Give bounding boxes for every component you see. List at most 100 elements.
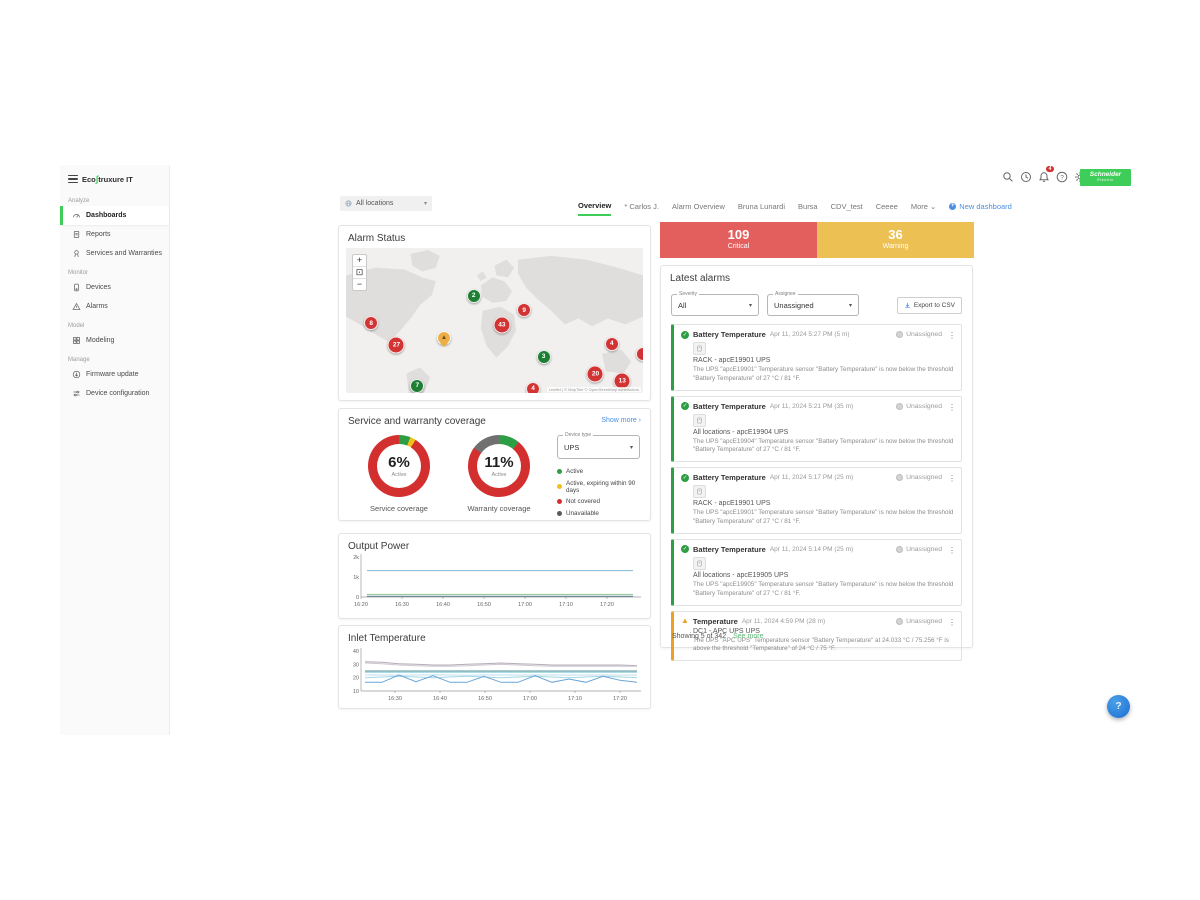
alarm-item-menu-icon[interactable]: ⋮ <box>948 402 956 412</box>
assignee-avatar-icon <box>896 331 904 338</box>
legend-label: Active <box>566 468 584 475</box>
map-cluster-marker[interactable]: 27 <box>387 336 405 354</box>
alarm-cleared-check-icon: ✓ <box>681 473 689 482</box>
map-recenter-button[interactable]: ⊡ <box>353 267 366 279</box>
severity-filter-label: Severity <box>677 291 700 297</box>
map-cluster-marker[interactable]: 8 <box>364 316 379 331</box>
sidebar-item-alarms[interactable]: Alarms <box>60 297 169 316</box>
map-cluster-marker[interactable]: 4 <box>604 336 619 351</box>
tab-bursa[interactable]: Bursa <box>798 202 818 211</box>
legend-label: Active, expiring within 90 days <box>566 479 636 494</box>
map-cluster-marker[interactable]: 20 <box>586 365 604 383</box>
map-attribution: Leaflet | © MapTiler © OpenStreetMap con… <box>546 387 641 392</box>
critical-alarms-banner[interactable]: 109 Critical <box>660 222 817 258</box>
sidebar-item-reports[interactable]: Reports <box>60 225 169 244</box>
alarm-assignee[interactable]: Unassigned <box>896 402 942 410</box>
alarm-list-item[interactable]: ▲ Temperature Apr 11, 2024 4:59 PM (28 m) U… <box>671 610 962 662</box>
svg-text:17:00: 17:00 <box>523 696 537 702</box>
sidebar-item-services-and-warranties[interactable]: Services and Warranties <box>60 244 169 263</box>
help-icon[interactable]: ? <box>1056 170 1068 183</box>
device-icon <box>74 283 79 292</box>
alarm-location: RACK - apcE19901 UPS <box>693 357 771 364</box>
tab-overview[interactable]: Overview <box>578 201 612 216</box>
donut-center-text: 11% Active <box>468 435 530 497</box>
donut-sublabel: Active <box>491 472 507 478</box>
warning-label: Warning <box>882 243 909 250</box>
warning-count: 36 <box>888 227 903 242</box>
alarm-item-menu-icon[interactable]: ⋮ <box>948 617 956 627</box>
map-cluster-marker[interactable]: 2 <box>466 288 481 303</box>
alarm-map[interactable]: + ⊡ − 2 9 43 8 27 ▲ 3 4 20 13 7 4 Leaflet | © MapTi… <box>346 248 643 393</box>
alarm-cleared-check-icon: ✓ <box>681 545 689 554</box>
assignee-filter-label: Assignee <box>773 291 798 297</box>
alarm-description: The UPS "apcE19904" Temperature sensor "… <box>693 437 954 454</box>
map-cluster-marker[interactable]: 9 <box>517 303 532 318</box>
tab-cdv-test[interactable]: CDV_test <box>830 202 863 211</box>
map-cluster-marker[interactable]: 43 <box>493 316 511 334</box>
sidebar-item-devices[interactable]: Devices <box>60 278 169 297</box>
sidebar-item-firmware-update[interactable]: Firmware update <box>60 365 169 384</box>
alarm-item-menu-icon[interactable]: ⋮ <box>948 545 956 555</box>
see-more-link[interactable]: See more <box>733 633 764 640</box>
map-cluster-marker[interactable] <box>636 346 643 361</box>
notifications-bell-icon[interactable]: 4 <box>1038 166 1054 182</box>
tab-more-[interactable]: More ⌄ <box>910 202 937 211</box>
alarm-item-menu-icon[interactable]: ⋮ <box>948 331 956 340</box>
inlet-temperature-title: Inlet Temperature <box>348 633 426 644</box>
inlet-temperature-widget: Inlet Temperature 10 20 30 40 16:30 16:40 16:5… <box>338 625 651 709</box>
location-selector[interactable]: All locations ▾ <box>340 196 432 211</box>
alarm-assignee[interactable]: Unassigned <box>896 474 942 482</box>
sidebar-item-device-configuration[interactable]: Device configuration <box>60 384 169 403</box>
alarm-item-menu-icon[interactable]: ⋮ <box>948 474 956 484</box>
map-zoom-out-button[interactable]: − <box>356 279 363 289</box>
schneider-electric-logo[interactable]: Schneider Electric <box>1080 169 1131 186</box>
svg-text:17:00: 17:00 <box>518 602 532 608</box>
assignee-filter-select[interactable]: Assignee Unassigned ▾ <box>767 291 859 316</box>
map-cluster-marker[interactable]: 4 <box>526 381 541 393</box>
svg-text:?: ? <box>1060 174 1064 181</box>
map-zoom-in-button[interactable]: + <box>353 255 366 267</box>
map-cluster-marker[interactable]: 13 <box>613 372 631 390</box>
map-cluster-marker[interactable]: 3 <box>536 349 551 364</box>
coverage-show-more-link[interactable]: Show more › <box>601 417 641 424</box>
svg-text:17:20: 17:20 <box>600 602 614 608</box>
sidebar-item-modeling[interactable]: Modeling <box>60 331 169 350</box>
alarm-list-item[interactable]: ✓ Battery Temperature Apr 11, 2024 5:27 PM… <box>671 324 962 391</box>
export-to-csv-button[interactable]: Export to CSV <box>896 296 962 314</box>
alarm-list-item[interactable]: ✓ Battery Temperature Apr 11, 2024 5:17 PM… <box>671 467 962 534</box>
coverage-title: Service and warranty coverage <box>348 416 486 427</box>
new-dashboard-button[interactable]: + New dashboard <box>949 202 1012 211</box>
sidebar-item-dashboards[interactable]: Dashboards <box>60 206 169 225</box>
alarm-warning-triangle-icon: ▲ <box>681 616 689 625</box>
tab--carlos-j-[interactable]: * Carlos J. <box>624 202 659 211</box>
tab-ceeee[interactable]: Ceeee <box>875 202 898 211</box>
legend-dot <box>557 469 562 474</box>
alarm-title: Battery Temperature <box>693 401 766 411</box>
alarm-title: Battery Temperature <box>693 544 766 554</box>
map-warning-pin[interactable]: ▲ <box>437 330 451 345</box>
device-type-select[interactable]: Device type UPS ▾ <box>557 432 640 459</box>
location-selector-value: All locations <box>356 200 394 207</box>
svg-text:17:20: 17:20 <box>613 696 627 702</box>
warning-alarms-banner[interactable]: 36 Warning <box>817 222 974 258</box>
alarm-list-item[interactable]: ✓ Battery Temperature Apr 11, 2024 5:21 PM… <box>671 395 962 463</box>
alarm-list-item[interactable]: ✓ Battery Temperature Apr 11, 2024 5:14 PM… <box>671 538 962 606</box>
ecostruxure-swirl-icon: ∫ <box>95 174 99 184</box>
donut-percent: 11% <box>484 454 514 471</box>
donut-warranty: 11% Active Warranty coverage <box>449 435 549 517</box>
alarm-assignee[interactable]: Unassigned <box>896 617 942 625</box>
help-floating-button[interactable]: ? <box>1107 695 1130 718</box>
severity-filter-select[interactable]: Severity All ▾ <box>671 291 759 316</box>
map-cluster-marker[interactable]: 7 <box>410 378 425 393</box>
alarm-location: All locations - apcE19904 UPS <box>693 428 789 436</box>
critical-count: 109 <box>727 227 750 242</box>
alarm-item-header: ✓ Battery Temperature Apr 11, 2024 5:17 PM… <box>681 473 954 482</box>
search-icon[interactable] <box>1002 170 1014 182</box>
tab-bruna-lunardi[interactable]: Bruna Lunardi <box>737 202 786 211</box>
svg-text:2k: 2k <box>353 555 359 561</box>
hamburger-menu-icon[interactable] <box>68 174 78 184</box>
tab-alarm-overview[interactable]: Alarm Overview <box>671 202 725 211</box>
alarm-assignee[interactable]: Unassigned <box>896 545 942 553</box>
history-clock-icon[interactable] <box>1020 170 1032 182</box>
alarm-assignee[interactable]: Unassigned <box>896 331 942 338</box>
